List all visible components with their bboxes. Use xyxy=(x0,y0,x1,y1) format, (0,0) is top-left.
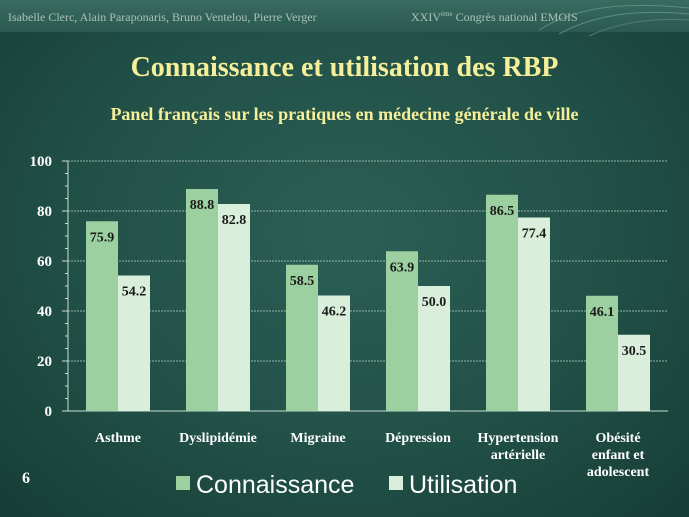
data-label: 75.9 xyxy=(90,230,115,245)
y-tick-label: 100 xyxy=(30,154,53,170)
x-category-label: adolescent xyxy=(587,465,650,480)
x-category-label: Asthme xyxy=(95,431,141,446)
x-category-label: artérielle xyxy=(491,448,545,463)
slide-title: Connaissance et utilisation des RBP xyxy=(130,52,559,83)
bar-connaissance xyxy=(86,221,118,411)
data-label: 82.8 xyxy=(222,213,247,228)
data-label: 30.5 xyxy=(622,344,647,359)
bar-connaissance xyxy=(386,251,418,411)
legend-swatch-connaissance xyxy=(176,476,190,490)
y-tick-label: 40 xyxy=(37,304,52,320)
slide-number: 6 xyxy=(22,470,30,487)
legend-label-connaissance: Connaissance xyxy=(196,471,354,499)
x-category-label: enfant et xyxy=(592,448,645,463)
bar-utilisation xyxy=(418,286,450,411)
legend-swatch-utilisation xyxy=(389,476,403,490)
data-label: 46.1 xyxy=(590,305,615,320)
decorative-swirl xyxy=(538,4,689,37)
y-tick-label: 60 xyxy=(37,254,52,270)
congress-text: XXIVème Congrès national EMOIS xyxy=(411,10,578,25)
data-label: 88.8 xyxy=(190,198,215,213)
congress-suffix: Congrès national EMOIS xyxy=(452,10,578,24)
y-tick-label: 20 xyxy=(37,354,52,370)
bar-utilisation xyxy=(318,295,350,411)
data-label: 58.5 xyxy=(290,274,315,289)
legend-label-utilisation: Utilisation xyxy=(409,471,517,499)
bar-connaissance xyxy=(286,264,318,411)
x-category-label: Obésité xyxy=(595,431,640,446)
data-label: 86.5 xyxy=(490,204,515,219)
slide-subtitle: Panel français sur les pratiques en méde… xyxy=(110,104,579,124)
bar-utilisation xyxy=(618,334,650,411)
bar-utilisation xyxy=(218,204,250,411)
bar-utilisation xyxy=(518,217,550,411)
bar-utilisation xyxy=(118,275,150,411)
bar-connaissance xyxy=(186,189,218,411)
data-label: 50.0 xyxy=(422,295,447,310)
data-label: 54.2 xyxy=(122,285,147,300)
congress-superscript: ème xyxy=(441,10,453,18)
x-category-label: Dépression xyxy=(385,431,451,446)
x-category-label: Hypertension xyxy=(478,431,559,446)
congress-prefix: XXIV xyxy=(411,10,441,24)
bar-connaissance xyxy=(586,295,618,411)
data-label: 77.4 xyxy=(522,227,547,242)
data-label: 46.2 xyxy=(322,305,347,320)
bar-connaissance xyxy=(486,194,518,411)
y-tick-label: 0 xyxy=(45,404,53,420)
x-category-label: Dyslipidémie xyxy=(179,431,257,446)
authors-text: Isabelle Clerc, Alain Paraponaris, Bruno… xyxy=(8,10,317,24)
x-category-label: Migraine xyxy=(290,431,345,446)
y-tick-label: 80 xyxy=(37,204,52,220)
data-label: 63.9 xyxy=(390,260,415,275)
